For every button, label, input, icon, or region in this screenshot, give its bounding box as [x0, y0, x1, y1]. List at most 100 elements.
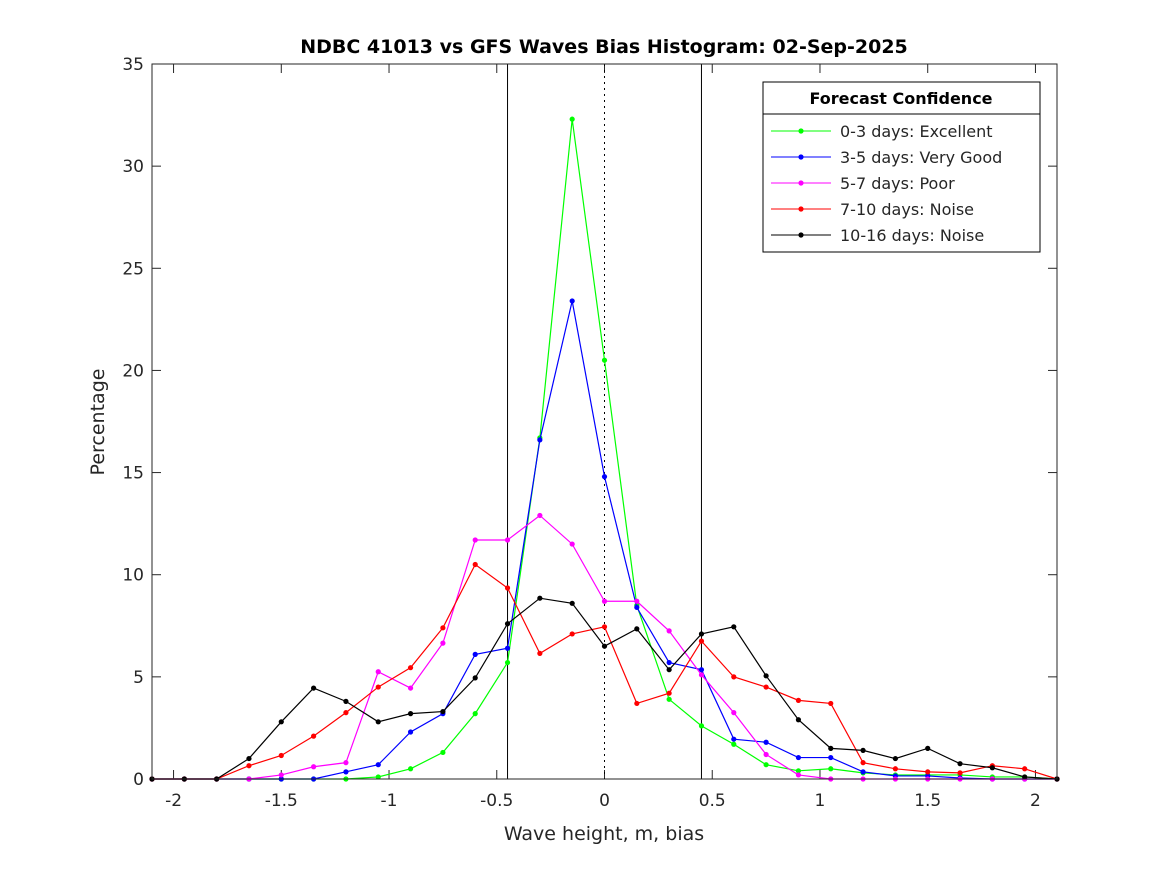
legend-box: [762, 81, 1041, 253]
x-tick-label: 0: [599, 791, 610, 811]
data-point: [1022, 774, 1028, 780]
data-point: [666, 690, 672, 696]
data-point: [246, 755, 252, 762]
x-tick-label: -0.5: [480, 791, 513, 811]
series-7-10days: [149, 561, 1060, 782]
data-point: [634, 598, 640, 604]
legend-entry: 7-10 days: Noise: [840, 200, 974, 219]
data-point: [537, 595, 543, 601]
data-point: [407, 665, 414, 671]
legend-title: Forecast Confidence: [809, 89, 992, 108]
data-point: [666, 667, 672, 673]
x-tick-label: -2: [165, 791, 182, 811]
data-point: [860, 747, 866, 754]
y-tick-label: 20: [122, 361, 144, 381]
data-point: [375, 762, 381, 768]
data-point: [731, 674, 737, 680]
data-point: [278, 772, 284, 778]
x-tick-label: 2: [1030, 791, 1041, 811]
y-tick-label: 10: [122, 566, 144, 586]
data-point: [860, 760, 866, 766]
data-point: [343, 760, 349, 766]
data-point: [440, 708, 446, 715]
chart-title: NDBC 41013 vs GFS Waves Bias Histogram: …: [300, 36, 908, 58]
data-point: [407, 711, 414, 717]
legend-swatch-marker: [798, 128, 804, 134]
data-point: [311, 685, 317, 691]
data-point: [278, 752, 284, 759]
x-tick-label: -1.5: [265, 791, 298, 811]
data-point: [569, 541, 575, 547]
data-point: [537, 437, 543, 443]
data-point: [537, 650, 543, 656]
data-point: [537, 512, 543, 519]
data-point: [472, 711, 478, 717]
legend-entry: 10-16 days: Noise: [840, 226, 984, 245]
data-point: [925, 745, 931, 751]
data-point: [278, 719, 284, 725]
data-point: [957, 761, 963, 767]
data-point: [634, 700, 640, 707]
data-point: [634, 604, 640, 611]
data-point: [375, 719, 381, 725]
data-point: [828, 766, 834, 772]
x-tick-label: 0.5: [699, 791, 726, 811]
y-tick-label: 30: [122, 157, 144, 177]
data-point: [666, 696, 672, 702]
data-point: [666, 659, 672, 666]
data-point: [828, 700, 834, 707]
data-point: [828, 754, 834, 761]
legend-swatch-marker: [798, 154, 804, 160]
data-point: [795, 697, 802, 703]
data-point: [440, 625, 446, 631]
x-tick-label: 1: [815, 791, 826, 811]
data-point: [472, 651, 478, 657]
data-point: [375, 669, 381, 675]
data-point: [763, 762, 769, 768]
data-point: [246, 763, 252, 769]
data-point: [343, 698, 349, 704]
data-point: [504, 659, 511, 666]
data-point: [698, 638, 705, 644]
data-point: [569, 116, 575, 122]
legend-entry: 3-5 days: Very Good: [840, 148, 1002, 167]
data-point: [860, 769, 866, 775]
data-point: [731, 624, 737, 630]
legend: Forecast Confidence 0-3 days: Excellent 3…: [762, 81, 1041, 253]
series-10-16days: [149, 595, 1060, 782]
data-point: [698, 667, 705, 673]
data-point: [795, 717, 802, 723]
data-point: [601, 643, 608, 649]
y-tick-label: 25: [122, 259, 144, 279]
y-tick-label: 15: [122, 464, 144, 484]
y-tick-label: 0: [133, 770, 144, 790]
data-point: [472, 561, 478, 568]
data-point: [601, 624, 608, 630]
plot-frame: [151, 63, 1058, 780]
data-point: [989, 765, 995, 771]
data-point: [407, 766, 414, 772]
data-point: [698, 723, 705, 729]
data-point: [763, 739, 769, 745]
data-point: [311, 733, 317, 739]
data-point: [892, 755, 898, 762]
data-point: [892, 766, 898, 772]
data-point: [472, 675, 478, 681]
data-point: [504, 645, 511, 651]
data-point: [343, 710, 349, 716]
legend-entry: 5-7 days: Poor: [840, 174, 955, 193]
data-point: [795, 772, 802, 778]
y-axis-label: Percentage: [87, 369, 109, 476]
data-point: [440, 749, 446, 756]
x-tick-label: -1: [381, 791, 398, 811]
legend-swatch-marker: [798, 232, 804, 238]
data-point: [795, 768, 802, 774]
x-axis-label: Wave height, m, bias: [504, 823, 704, 845]
y-tick-label: 35: [122, 55, 144, 75]
data-point: [925, 769, 931, 775]
data-point: [731, 736, 737, 742]
data-point: [569, 600, 575, 606]
data-point: [569, 298, 575, 304]
data-point: [763, 673, 769, 679]
